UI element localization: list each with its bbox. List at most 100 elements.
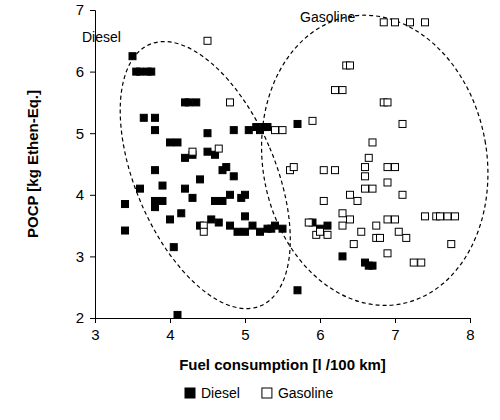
point <box>230 127 237 134</box>
point <box>377 234 384 241</box>
point <box>332 167 339 174</box>
point <box>392 19 399 26</box>
point <box>324 231 331 238</box>
tick: 7 <box>391 318 399 343</box>
point <box>339 87 346 94</box>
point <box>347 216 354 223</box>
tick-label: 5 <box>76 125 84 142</box>
point <box>122 201 129 208</box>
point <box>347 62 354 69</box>
point <box>167 216 174 223</box>
point <box>309 117 316 124</box>
tick-mark <box>395 318 396 323</box>
point <box>129 53 136 60</box>
point <box>410 259 417 266</box>
point <box>384 250 391 257</box>
point <box>137 185 144 192</box>
tick: 8 <box>466 318 474 343</box>
point <box>234 228 241 235</box>
point <box>178 210 185 217</box>
point <box>159 182 166 189</box>
tick-mark <box>90 133 95 134</box>
point <box>215 145 222 152</box>
point <box>140 114 147 121</box>
point <box>152 204 159 211</box>
series-0 <box>122 53 377 319</box>
point <box>320 167 327 174</box>
tick-label: 2 <box>76 309 84 326</box>
tick-mark <box>470 318 471 323</box>
point <box>422 19 429 26</box>
point <box>197 176 204 183</box>
point <box>200 228 207 235</box>
tick-mark <box>90 10 95 11</box>
legend-marker <box>262 388 272 398</box>
point <box>170 244 177 251</box>
tick-label: 4 <box>76 186 84 203</box>
point <box>189 148 196 155</box>
point <box>392 164 399 171</box>
point <box>399 191 406 198</box>
point <box>159 197 166 204</box>
tick-mark <box>245 318 246 323</box>
tick-label: 8 <box>466 326 474 343</box>
point <box>167 139 174 146</box>
point <box>324 222 331 229</box>
point <box>332 87 339 94</box>
point <box>350 241 357 248</box>
point <box>305 219 312 226</box>
point <box>212 197 219 204</box>
point <box>257 228 264 235</box>
tick-label: 6 <box>316 326 324 343</box>
point <box>339 222 346 229</box>
annotation: Gasoline <box>300 9 355 25</box>
point <box>230 173 237 180</box>
tick: 5 <box>241 318 249 343</box>
tick: 5 <box>76 125 95 142</box>
tick: 3 <box>76 248 95 265</box>
point <box>354 197 361 204</box>
point <box>182 154 189 161</box>
point <box>152 127 159 134</box>
point <box>215 219 222 226</box>
legend: Diesel Gasoline <box>185 385 333 401</box>
point <box>339 253 346 260</box>
plot-area <box>122 19 459 319</box>
tick: 7 <box>76 1 95 18</box>
point <box>279 127 286 134</box>
tick-label: 5 <box>241 326 249 343</box>
point <box>418 259 425 266</box>
point <box>185 99 192 106</box>
tick-mark <box>170 318 171 323</box>
legend-label: Gasoline <box>278 385 333 401</box>
point <box>204 130 211 137</box>
point <box>369 185 376 192</box>
point <box>369 262 376 269</box>
point <box>204 148 211 155</box>
chart: 345678234567Fuel consumption [l /100 km]… <box>0 0 500 420</box>
point <box>204 37 211 44</box>
tick-mark <box>90 195 95 196</box>
point <box>395 228 402 235</box>
tick-label: 7 <box>391 326 399 343</box>
point <box>403 234 410 241</box>
group-ellipse <box>85 17 325 333</box>
point <box>227 191 234 198</box>
legend-label: Diesel <box>201 385 240 401</box>
tick: 3 <box>91 318 99 343</box>
point <box>174 139 181 146</box>
point <box>189 194 196 201</box>
point <box>245 127 252 134</box>
tick: 4 <box>76 186 95 203</box>
point <box>380 19 387 26</box>
point <box>365 154 372 161</box>
group-ellipse <box>239 0 500 324</box>
point <box>358 228 365 235</box>
x-axis: 345678 <box>91 318 474 343</box>
tick-label: 7 <box>76 1 84 18</box>
point <box>384 164 391 171</box>
point <box>122 227 129 234</box>
point <box>437 213 444 220</box>
y-axis-title: POCP [kg Ethen-Eq.] <box>24 90 41 238</box>
axis-line <box>90 11 96 319</box>
